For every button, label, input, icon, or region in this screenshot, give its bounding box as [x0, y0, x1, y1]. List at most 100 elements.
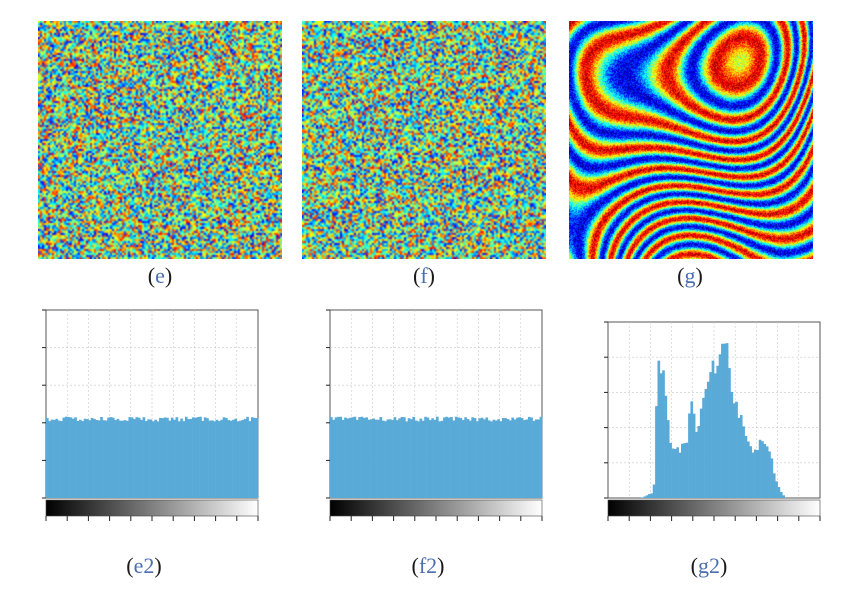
histogram-e2-svg: [42, 309, 259, 521]
histogram-bar: [60, 420, 63, 498]
histogram-bar: [523, 420, 526, 498]
caption-e-letter: e: [155, 263, 165, 288]
histogram-bar: [737, 417, 741, 498]
histogram-bar: [220, 419, 223, 498]
histogram-bar: [671, 448, 675, 498]
histogram-bar: [48, 421, 52, 498]
histogram-bar: [777, 487, 781, 498]
histogram-bar: [664, 395, 668, 498]
histogram-bar: [133, 419, 136, 498]
histogram-bar: [768, 451, 771, 498]
histogram-bar: [166, 417, 169, 498]
histogram-bar: [650, 493, 654, 498]
histogram-bar: [379, 417, 383, 498]
histogram-bar: [225, 417, 228, 498]
histogram-bar: [206, 418, 209, 498]
caption-g: (g): [677, 263, 703, 288]
histogram-bar: [93, 418, 96, 498]
histogram-bar: [490, 421, 493, 498]
histogram-bar: [217, 421, 221, 498]
histogram-bar: [494, 420, 498, 498]
histogram-bar: [426, 417, 430, 498]
histogram-bar: [147, 419, 150, 498]
histogram-bar: [436, 416, 439, 498]
histogram-bar: [770, 458, 774, 498]
histogram-bar: [520, 418, 524, 498]
histogram-bar: [57, 420, 61, 498]
histogram-bar: [370, 419, 373, 498]
caption-e2-letter: e2: [133, 553, 155, 578]
histogram-bar: [229, 420, 233, 498]
histogram-bar: [683, 443, 687, 498]
histogram-bar: [97, 420, 101, 498]
histogram-bar: [377, 419, 380, 498]
histogram-bar: [527, 416, 531, 498]
histogram-bar: [756, 450, 760, 498]
histogram-bar: [666, 420, 670, 498]
histogram-bar: [407, 418, 411, 498]
panel-e-image: [38, 21, 282, 259]
histogram-bar: [532, 420, 536, 498]
histogram-bar: [76, 420, 80, 498]
histogram-bar: [62, 417, 66, 498]
histogram-bar: [232, 419, 235, 498]
fringe-image-g: [569, 21, 813, 259]
histogram-bar: [250, 417, 254, 498]
histogram-bar: [367, 419, 371, 498]
histogram-bar: [152, 421, 155, 498]
histogram-bar: [685, 442, 689, 498]
histogram-bar: [69, 417, 73, 498]
histogram-bar: [55, 418, 59, 498]
histogram-bar: [410, 419, 413, 498]
histogram-bar: [699, 408, 703, 498]
histogram-bar: [213, 421, 216, 498]
histogram-bar: [253, 417, 256, 498]
histogram-bar: [88, 420, 92, 498]
histogram-bar: [471, 417, 474, 498]
histogram-bar: [144, 421, 148, 498]
histogram-bar: [46, 418, 49, 498]
histogram-bar: [751, 452, 755, 498]
caption-g2: (g2): [690, 553, 728, 578]
histogram-bar: [681, 443, 684, 498]
histogram-bar: [388, 419, 392, 498]
histogram-bar: [142, 417, 146, 498]
histogram-bar: [530, 417, 533, 498]
caption-g2-letter: g2: [698, 553, 720, 578]
histogram-bar: [64, 416, 68, 498]
histogram-bar: [779, 491, 783, 498]
histogram-bar: [239, 420, 242, 498]
histogram-bar: [732, 403, 736, 498]
histogram-bar: [339, 416, 343, 498]
histogram-bar: [730, 391, 734, 498]
histogram-f2: [318, 306, 546, 528]
histogram-bar: [395, 420, 399, 498]
histogram-bar: [119, 420, 122, 498]
histogram-bar: [695, 431, 698, 498]
histogram-bar: [735, 401, 738, 498]
histogram-bar: [109, 417, 113, 498]
histogram-bar: [709, 372, 712, 498]
histogram-bar: [365, 417, 368, 498]
histogram-bar: [177, 421, 181, 498]
histogram-bar: [175, 417, 179, 498]
histogram-bar: [90, 417, 94, 498]
histogram-bar: [473, 418, 477, 498]
caption-f-letter: f: [420, 263, 428, 288]
histogram-bar: [351, 417, 354, 498]
caption-f: (f): [413, 263, 435, 288]
histogram-bar: [381, 420, 385, 498]
histogram-bar: [443, 417, 446, 498]
histogram-bar: [678, 452, 682, 498]
histogram-bar: [67, 416, 70, 498]
histogram-bar: [130, 417, 134, 498]
histogram-bar: [234, 418, 238, 498]
histogram-bar: [478, 418, 482, 498]
histogram-bar: [714, 373, 717, 498]
histogram-bar: [201, 420, 205, 498]
panel-f-image: [302, 21, 546, 259]
histogram-bar: [645, 495, 649, 498]
histogram-bar: [421, 420, 425, 498]
histogram-bar: [121, 420, 125, 498]
histogram-bar: [688, 413, 691, 498]
